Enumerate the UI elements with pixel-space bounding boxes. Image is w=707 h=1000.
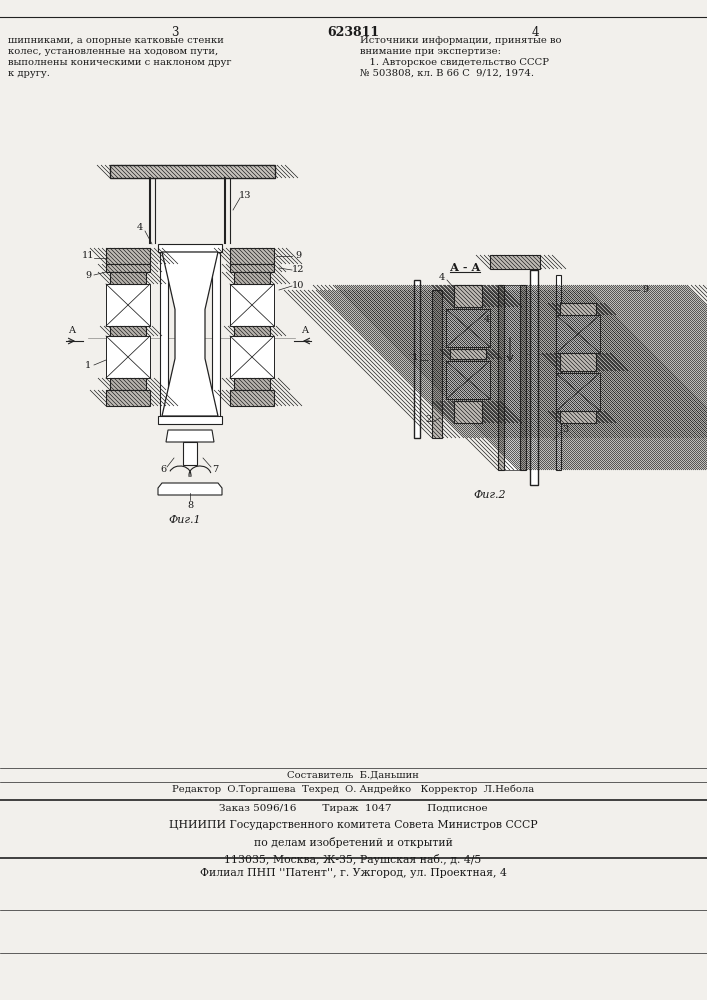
- Text: 11: 11: [82, 251, 94, 260]
- Text: по делам изобретений и открытий: по делам изобретений и открытий: [254, 837, 452, 848]
- Bar: [520, 285, 526, 470]
- Text: 7: 7: [212, 466, 218, 475]
- Text: 12: 12: [292, 265, 304, 274]
- Bar: [560, 353, 596, 371]
- Bar: [454, 401, 482, 423]
- Bar: [212, 248, 220, 423]
- Bar: [158, 244, 222, 252]
- Bar: [530, 270, 538, 485]
- Bar: [498, 285, 504, 470]
- Text: 4: 4: [137, 224, 143, 232]
- Bar: [230, 284, 274, 326]
- Bar: [560, 303, 596, 315]
- Bar: [490, 255, 540, 269]
- Text: № 503808, кл. В 66 С  9/12, 1974.: № 503808, кл. В 66 С 9/12, 1974.: [360, 69, 534, 78]
- Text: 1: 1: [412, 354, 418, 362]
- Bar: [110, 326, 146, 336]
- Polygon shape: [183, 442, 197, 465]
- Text: 6: 6: [160, 466, 166, 475]
- Text: к другу.: к другу.: [8, 69, 50, 78]
- Text: Фиг.1: Фиг.1: [169, 515, 201, 525]
- Text: Источники информации, принятые во: Источники информации, принятые во: [360, 36, 561, 45]
- Bar: [230, 390, 274, 406]
- Text: 3: 3: [171, 26, 179, 39]
- Bar: [414, 280, 420, 438]
- Bar: [556, 315, 600, 353]
- Bar: [234, 378, 270, 390]
- Bar: [106, 336, 150, 378]
- Text: колес, установленные на ходовом пути,: колес, установленные на ходовом пути,: [8, 47, 218, 56]
- Bar: [556, 275, 561, 470]
- Text: 2: 2: [425, 416, 431, 424]
- Text: 4: 4: [484, 316, 490, 324]
- Bar: [106, 284, 150, 326]
- Bar: [230, 248, 274, 264]
- Bar: [230, 336, 274, 378]
- Bar: [234, 272, 270, 284]
- Text: 9: 9: [295, 250, 301, 259]
- Polygon shape: [158, 483, 222, 495]
- Bar: [234, 326, 270, 336]
- Bar: [110, 272, 146, 284]
- Text: 623811: 623811: [327, 26, 379, 39]
- Polygon shape: [162, 252, 218, 416]
- Bar: [106, 264, 150, 272]
- Text: 9: 9: [642, 286, 648, 294]
- Bar: [560, 411, 596, 423]
- Text: A: A: [69, 326, 76, 335]
- Bar: [446, 361, 490, 399]
- Text: 1: 1: [85, 360, 91, 369]
- Text: внимание при экспертизе:: внимание при экспертизе:: [360, 47, 501, 56]
- Bar: [432, 290, 442, 438]
- Bar: [230, 264, 274, 272]
- Bar: [450, 349, 486, 359]
- Text: шипниками, а опорные катковые стенки: шипниками, а опорные катковые стенки: [8, 36, 224, 45]
- Text: Филиал ПНП ''Патент'', г. Ужгород, ул. Проектная, 4: Филиал ПНП ''Патент'', г. Ужгород, ул. П…: [199, 868, 506, 878]
- Text: 4: 4: [531, 26, 539, 39]
- Text: выполнены коническими с наклоном друг: выполнены коническими с наклоном друг: [8, 58, 231, 67]
- Text: А - А: А - А: [450, 262, 480, 273]
- Text: 13: 13: [239, 190, 251, 200]
- Bar: [158, 416, 222, 424]
- Bar: [454, 285, 482, 307]
- Text: Составитель  Б.Даньшин: Составитель Б.Даньшин: [287, 771, 419, 780]
- Bar: [110, 165, 275, 178]
- Text: 4: 4: [439, 273, 445, 282]
- Text: 8: 8: [187, 500, 193, 510]
- Bar: [110, 378, 146, 390]
- Text: 1. Авторское свидетельство СССР: 1. Авторское свидетельство СССР: [360, 58, 549, 67]
- Bar: [504, 285, 520, 470]
- Polygon shape: [166, 430, 214, 442]
- Bar: [556, 373, 600, 411]
- Text: Редактор  О.Торгашева  Техред  О. Андрейко   Корректор  Л.Небола: Редактор О.Торгашева Техред О. Андрейко …: [172, 785, 534, 794]
- Text: 9: 9: [85, 270, 91, 279]
- Text: 113035, Москва, Ж-35, Раушская наб., д. 4/5: 113035, Москва, Ж-35, Раушская наб., д. …: [224, 854, 481, 865]
- Bar: [160, 248, 168, 423]
- Bar: [106, 390, 150, 406]
- Text: Фиг.2: Фиг.2: [474, 490, 506, 500]
- Text: 10: 10: [292, 280, 304, 290]
- Bar: [446, 309, 490, 347]
- Bar: [106, 248, 150, 264]
- Text: 3: 3: [562, 426, 568, 434]
- Text: A: A: [301, 326, 308, 335]
- Text: Заказ 5096/16        Тираж  1047           Подписное: Заказ 5096/16 Тираж 1047 Подписное: [218, 804, 487, 813]
- Text: ЦНИИПИ Государственного комитета Совета Министров СССР: ЦНИИПИ Государственного комитета Совета …: [169, 820, 537, 830]
